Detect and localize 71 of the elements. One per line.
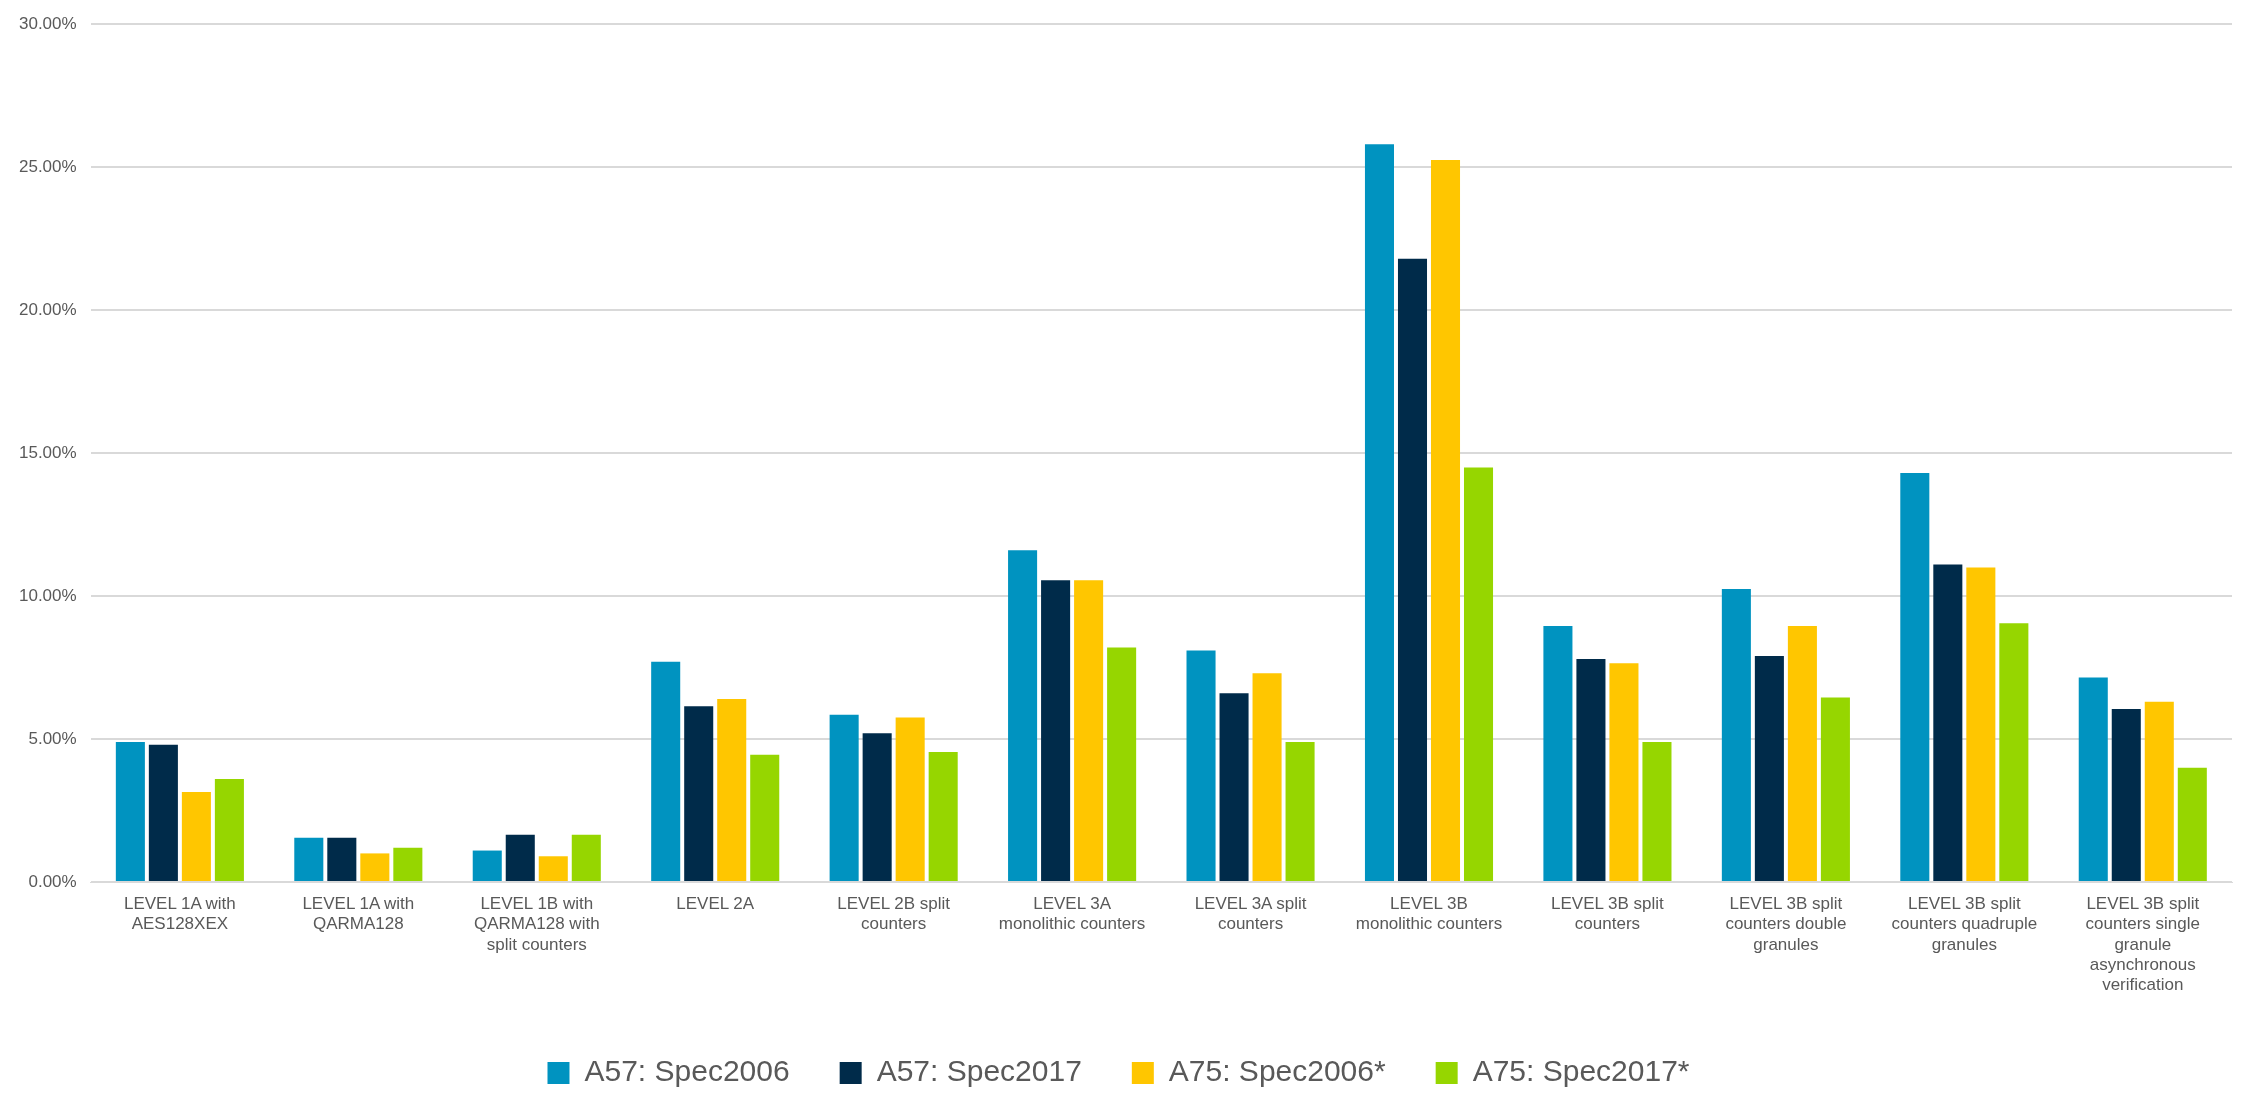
y-tick-label: 15.00% xyxy=(18,442,77,462)
bar xyxy=(862,733,892,881)
bar xyxy=(1576,658,1606,881)
bar xyxy=(1543,626,1573,881)
bar xyxy=(1999,623,2029,881)
bar xyxy=(148,744,178,881)
bar xyxy=(472,850,502,881)
bar xyxy=(505,834,535,881)
x-tick-label: LEVEL 2A xyxy=(676,893,755,913)
bar xyxy=(2144,701,2174,881)
bar xyxy=(327,837,357,881)
x-tick-label: LEVEL 3B split counters quadruple granules xyxy=(1891,893,2038,954)
bar xyxy=(651,661,681,881)
bar xyxy=(1219,693,1249,881)
x-tick-label: LEVEL 3B split counters xyxy=(1551,893,1665,934)
bar xyxy=(2078,677,2108,881)
bar xyxy=(1966,567,1996,881)
bar xyxy=(1900,473,1930,881)
bar xyxy=(1787,626,1817,881)
y-tick-label: 0.00% xyxy=(28,871,77,891)
bar xyxy=(1186,650,1216,881)
bar xyxy=(571,834,601,881)
legend-label: A75: Spec2006* xyxy=(1168,1054,1386,1088)
bar xyxy=(214,779,244,881)
x-tick-label: LEVEL 1A with AES128XEX xyxy=(123,893,236,934)
y-tick-label: 25.00% xyxy=(18,156,77,176)
bar xyxy=(928,751,958,881)
legend-label: A57: Spec2006 xyxy=(584,1054,790,1088)
bar xyxy=(393,847,423,881)
bar xyxy=(115,741,145,881)
bar xyxy=(1041,580,1071,881)
x-tick-label: LEVEL 1A with QARMA128 xyxy=(302,893,415,934)
bar xyxy=(1933,564,1963,881)
bar xyxy=(1754,656,1784,881)
y-tick-label: 10.00% xyxy=(18,585,77,605)
bar xyxy=(2111,709,2141,881)
bar xyxy=(1252,673,1282,881)
x-tick-label: LEVEL 1B with QARMA128 with split counters xyxy=(473,893,600,954)
y-tick-label: 30.00% xyxy=(18,13,77,33)
bar xyxy=(294,837,324,881)
bar xyxy=(360,853,390,881)
y-tick-label: 20.00% xyxy=(18,299,77,319)
y-tick-label: 5.00% xyxy=(28,728,77,748)
bar xyxy=(538,856,568,881)
bar xyxy=(1642,741,1672,881)
x-tick-label: LEVEL 3A monolithic counters xyxy=(998,893,1146,934)
bar xyxy=(1285,741,1315,881)
bar xyxy=(1107,647,1137,881)
bar xyxy=(1820,697,1850,881)
x-tick-label: LEVEL 3B split counters double granules xyxy=(1725,893,1847,954)
bar xyxy=(1364,144,1394,881)
bar xyxy=(1074,580,1104,881)
bar xyxy=(1430,160,1461,881)
bar xyxy=(829,714,859,881)
bar xyxy=(1721,588,1751,881)
bar xyxy=(181,791,211,881)
bar xyxy=(717,699,747,881)
x-tick-label: LEVEL 3A split counters xyxy=(1194,893,1307,934)
legend-label: A57: Spec2017 xyxy=(876,1054,1082,1088)
bar xyxy=(1397,258,1428,881)
bar xyxy=(2177,767,2207,881)
bar xyxy=(750,754,780,881)
bar xyxy=(1463,467,1494,881)
bar xyxy=(684,706,714,881)
bar xyxy=(1609,663,1639,881)
x-tick-label: LEVEL 3B monolithic counters xyxy=(1355,893,1503,934)
legend-label: A75: Spec2017* xyxy=(1472,1054,1690,1088)
x-tick-label: LEVEL 3B split counters single granule asynchronous verification xyxy=(2085,893,2200,995)
bar xyxy=(1008,550,1038,881)
bar xyxy=(895,717,925,881)
x-tick-label: LEVEL 2B split counters xyxy=(837,893,951,934)
